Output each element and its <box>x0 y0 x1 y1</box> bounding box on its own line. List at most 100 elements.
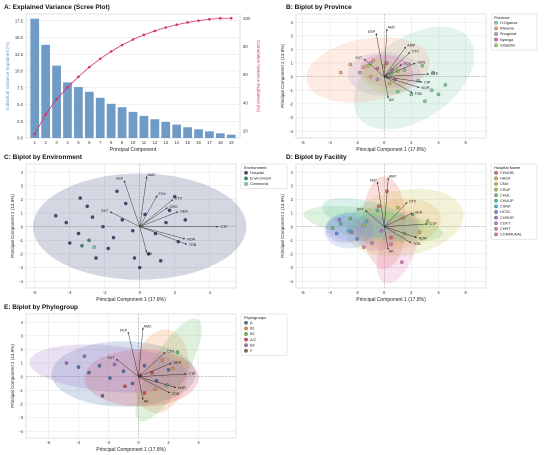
x-tick-label: 11 <box>142 140 147 145</box>
loading-label: AMC <box>144 324 152 328</box>
sample-point <box>402 68 407 72</box>
loading-label: SXT <box>355 56 363 60</box>
legend-marker <box>244 326 248 331</box>
legend-entry: Communal <box>250 182 269 186</box>
x-tick-label: 2 <box>44 140 47 145</box>
sample-point <box>348 216 353 221</box>
loading-arrow <box>138 376 171 394</box>
x-tick-label: 0 <box>383 140 386 145</box>
sample-point <box>112 362 117 367</box>
loading-label: CTX <box>409 199 417 203</box>
legend-entry: CHUUP <box>500 199 514 203</box>
loading-arrow <box>384 62 416 77</box>
legend-marker <box>244 343 248 348</box>
arrow-head <box>387 247 389 250</box>
sample-point <box>375 66 380 71</box>
loading-arrow <box>138 376 144 400</box>
sample-point <box>87 238 91 243</box>
confidence-ellipse <box>350 211 424 245</box>
sample-point <box>87 370 91 375</box>
legend-marker <box>244 337 248 342</box>
legend-entry: CRUF <box>500 188 511 192</box>
legend-marker <box>494 210 498 214</box>
sample-point <box>417 230 422 234</box>
legend-entry: Gidaiefre <box>500 43 515 47</box>
x-tick-label: -6 <box>301 140 305 145</box>
arrow-head <box>399 64 402 67</box>
loading-label: FEP <box>116 177 124 181</box>
cumulative-point <box>66 86 69 89</box>
panel-title-d: D: Biplot by Facility <box>286 154 347 161</box>
y-tick-label: 5.0 <box>17 102 23 107</box>
y-tick-label: 1 <box>21 211 24 216</box>
sample-point <box>54 214 58 218</box>
legend-entry: A/C <box>250 338 257 342</box>
y2-axis-label: Cumulative Variance Explained (%) <box>256 40 261 112</box>
legend-marker <box>494 193 498 198</box>
cumulative-point <box>44 113 47 116</box>
y-tick-label: -2 <box>289 102 293 107</box>
loading-label: SXT <box>101 209 109 213</box>
sample-point <box>130 229 135 233</box>
arrow-head <box>155 195 158 198</box>
arrow-head <box>123 180 126 183</box>
y-tick-label: 1 <box>291 211 294 216</box>
y-tick-label: -4 <box>19 279 23 284</box>
x-tick-label: 2 <box>410 290 413 295</box>
x-tick-label: 0 <box>383 290 386 295</box>
arrow-head <box>409 241 412 244</box>
y-tick-label: -2 <box>19 252 23 257</box>
y-tick-label: 0 <box>291 224 294 229</box>
x-tick-label: 13 <box>163 140 168 145</box>
cumulative-point <box>197 19 200 22</box>
legend-marker <box>494 226 498 231</box>
loading-label: FEP <box>120 328 128 332</box>
sample-point <box>339 222 343 226</box>
legend-marker <box>244 176 248 181</box>
confidence-ellipse <box>29 344 188 393</box>
x-axis-label: Principal Component 1 (17.8%) <box>356 297 426 303</box>
sample-point <box>76 231 81 236</box>
legend-entry: HASS <box>500 177 511 181</box>
loading-arrow <box>384 201 408 227</box>
sample-point <box>339 70 343 75</box>
sample-point <box>94 256 98 260</box>
y-tick-label: -4 <box>19 429 23 434</box>
sample-point <box>362 245 366 249</box>
loading-arrow <box>123 180 140 227</box>
sample-point <box>120 218 125 222</box>
y-tick-label: 0.0 <box>17 136 23 141</box>
loading-arrow <box>139 176 147 227</box>
y-tick-label: 17.5 <box>15 18 24 23</box>
sample-point <box>355 237 359 241</box>
y-axis-label: Principal Component 2 (13.9%) <box>10 194 15 258</box>
legend-marker <box>494 20 498 25</box>
x-tick-label: -6 <box>47 440 51 445</box>
arrow-head <box>167 391 170 394</box>
loading-arrow <box>384 223 428 227</box>
scree-bar <box>150 119 160 138</box>
legend-entry: CMA <box>500 182 509 186</box>
x-tick-label: -2 <box>355 140 359 145</box>
y-tick-label: 3 <box>21 183 24 188</box>
arrow-head <box>386 96 389 99</box>
legend-marker <box>494 187 498 192</box>
y-tick-label: 12.5 <box>15 52 24 57</box>
x-tick-label: 6 <box>464 290 467 295</box>
loading-label: AK <box>148 252 153 256</box>
loading-arrow <box>384 76 420 88</box>
sample-point <box>371 58 376 63</box>
legend-marker <box>244 348 248 353</box>
arrow-head <box>413 62 416 65</box>
loading-label: EEP <box>368 30 376 34</box>
legend-entry: F <box>250 349 253 353</box>
arrow-head <box>163 352 166 355</box>
legend-entry: Nyanga <box>500 38 514 42</box>
loading-arrow <box>109 211 140 227</box>
loading-label: GEN <box>415 211 423 215</box>
sample-point <box>132 256 137 260</box>
scree-chart: 0.0 2.5 5.0 7.5 10.0 12.5 15.0 17.5 20 40 60 80 100 1… <box>5 16 261 153</box>
sample-point <box>379 229 384 233</box>
x-axis-label: Principal Component 1 (17.8%) <box>356 147 426 153</box>
loading-arrow <box>139 226 188 245</box>
